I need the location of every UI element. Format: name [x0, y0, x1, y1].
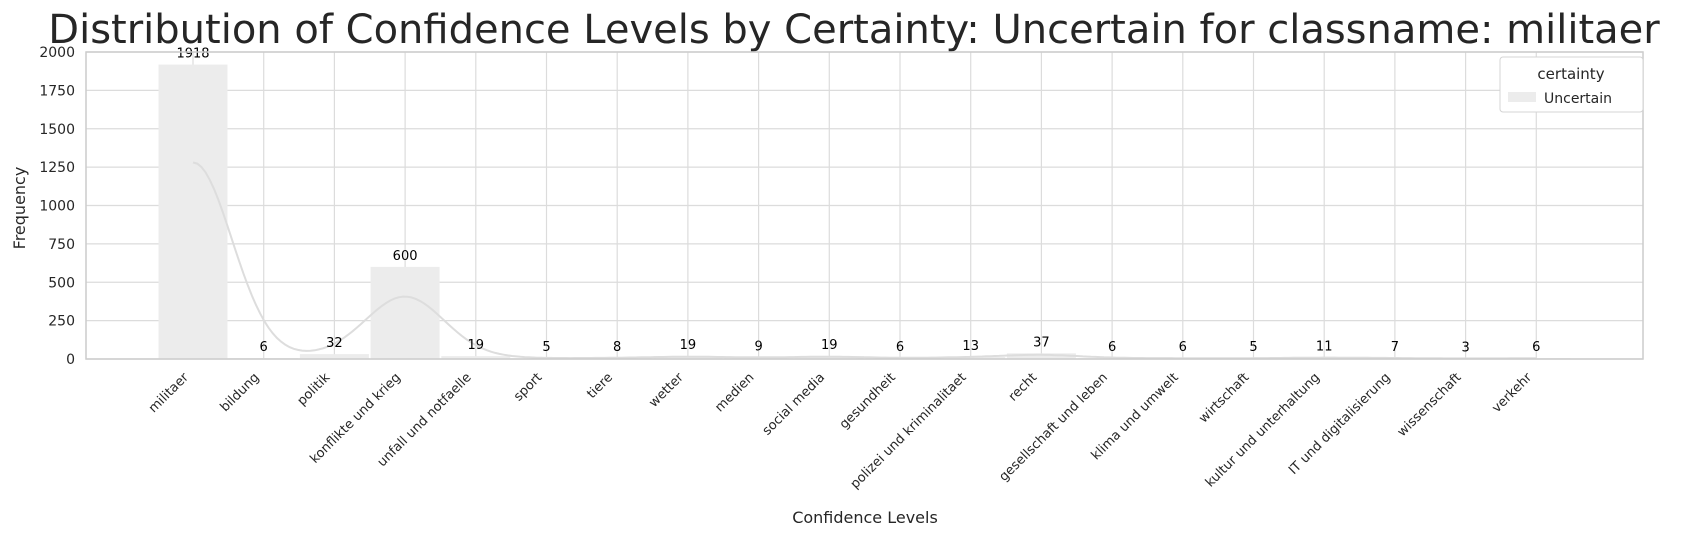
bar-value-label: 11: [1316, 339, 1333, 354]
x-axis-label: Confidence Levels: [792, 508, 938, 527]
legend-entry-uncertain: Uncertain: [1544, 91, 1612, 107]
bar-value-label: 1918: [176, 47, 209, 62]
bar-value-label: 600: [393, 249, 418, 264]
y-tick-label: 250: [48, 314, 75, 330]
bar-value-label: 5: [542, 340, 550, 355]
bar-value-label: 6: [896, 340, 904, 355]
bar-value-label: 6: [260, 340, 268, 355]
legend-title: certainty: [1537, 65, 1604, 83]
bar-value-label: 37: [1033, 335, 1050, 350]
y-tick-label: 500: [48, 275, 75, 291]
bar: [371, 267, 440, 359]
bar-value-label: 6: [1108, 340, 1116, 355]
y-tick-label: 1750: [39, 83, 75, 99]
chart-title: Distribution of Confidence Levels by Cer…: [48, 7, 1660, 53]
y-axis-label: Frequency: [10, 167, 29, 250]
bar-value-label: 19: [468, 338, 485, 353]
y-tick-label: 1250: [39, 160, 75, 176]
bar-value-label: 5: [1249, 340, 1257, 355]
bar-value-label: 7: [1391, 340, 1399, 355]
y-tick-label: 2000: [39, 45, 75, 61]
bar-value-label: 19: [680, 338, 697, 353]
bar-value-label: 6: [1179, 340, 1187, 355]
legend-swatch-uncertain: [1508, 92, 1536, 102]
y-tick-label: 750: [48, 237, 75, 253]
legend: certainty Uncertain: [1500, 57, 1643, 112]
bar-value-label: 3: [1461, 341, 1469, 356]
bar-value-label: 9: [754, 340, 762, 355]
bar-value-label: 13: [962, 339, 979, 354]
y-tick-label: 1500: [39, 122, 75, 138]
bar: [159, 65, 228, 359]
bar-value-label: 19: [821, 338, 838, 353]
y-tick-label: 0: [66, 352, 75, 368]
y-tick-label: 1000: [39, 199, 75, 215]
bar-value-label: 8: [613, 340, 621, 355]
bar-value-label: 32: [326, 336, 343, 351]
bar-value-label: 6: [1532, 340, 1540, 355]
